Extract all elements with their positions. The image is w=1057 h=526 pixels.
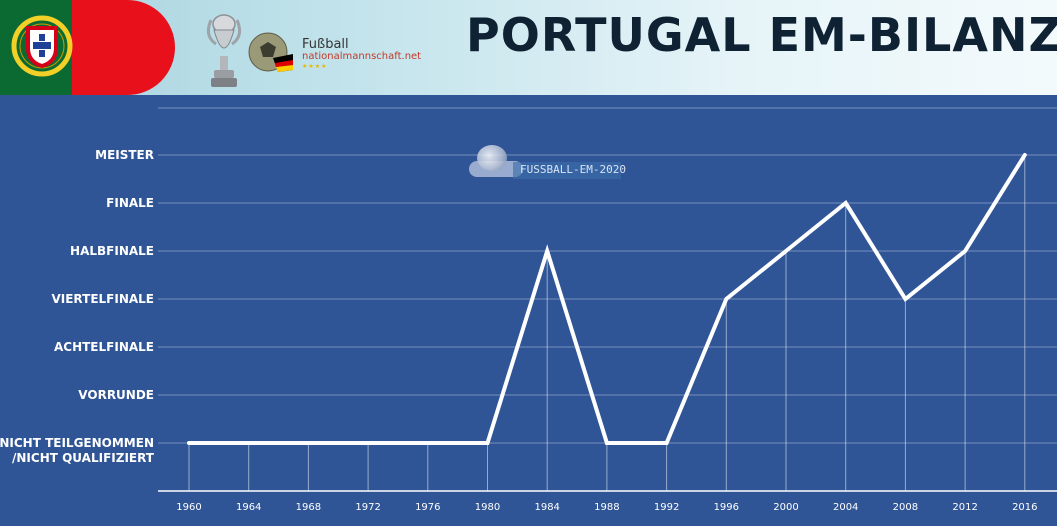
vertical-drop-lines — [188, 155, 1026, 491]
logo-line-1: Fußball — [302, 37, 349, 52]
x-tick-label: 1988 — [594, 502, 619, 513]
y-tick-label: FINALE — [106, 196, 154, 210]
site-logo: Fußball nationalmannschaft.net ★★★★ — [302, 38, 421, 70]
y-tick-label: VORRUNDE — [78, 388, 154, 402]
portugal-flag — [0, 0, 175, 95]
y-tick-label: HALBFINALE — [70, 244, 154, 258]
x-tick-label: 2012 — [952, 502, 977, 513]
portugal-coat-of-arms-icon — [11, 15, 73, 77]
header-banner: Fußball nationalmannschaft.net ★★★★ PORT… — [0, 0, 1057, 95]
x-tick-label: 1960 — [176, 502, 201, 513]
trophy-icon — [206, 14, 242, 87]
watermark-text: FUSSBALL-EM-2020 — [520, 163, 626, 176]
watermark-ball-icon — [477, 145, 507, 171]
x-tick-label: 1964 — [236, 502, 261, 513]
x-tick-label: 2004 — [833, 502, 858, 513]
x-tick-label: 2000 — [773, 502, 798, 513]
x-tick-label: 2008 — [893, 502, 918, 513]
x-tick-label: 1980 — [475, 502, 500, 513]
watermark: FUSSBALL-EM-2020 — [469, 145, 626, 181]
y-tick-label: MEISTER — [95, 148, 154, 162]
x-tick-label: 1992 — [654, 502, 679, 513]
x-tick-label: 1984 — [534, 502, 559, 513]
soccer-ball-icon — [248, 32, 293, 72]
y-tick-label: NICHT TEILGENOMMEN/NICHT QUALIFIZIERT — [0, 436, 155, 465]
x-tick-label: 1976 — [415, 502, 440, 513]
x-tick-label: 1996 — [714, 502, 739, 513]
x-tick-label: 1968 — [296, 502, 321, 513]
y-tick-label: ACHTELFINALE — [54, 340, 154, 354]
series-line — [187, 153, 1027, 445]
x-tick-label: 1972 — [355, 502, 380, 513]
logo-stars: ★★★★ — [302, 63, 328, 70]
x-axis-labels: 1960 1964 1968 1972 1976 1980 1984 1988 1992 1996… — [176, 502, 1037, 513]
y-tick-label: VIERTELFINALE — [51, 292, 154, 306]
y-axis-labels: NICHT TEILGENOMMEN/NICHT QUALIFIZIERT VOR… — [0, 148, 155, 465]
page-title: PORTUGAL EM-BILANZ — [466, 8, 1057, 62]
logo-line-2: nationalmannschaft.net — [302, 51, 422, 62]
x-tick-label: 2016 — [1012, 502, 1037, 513]
